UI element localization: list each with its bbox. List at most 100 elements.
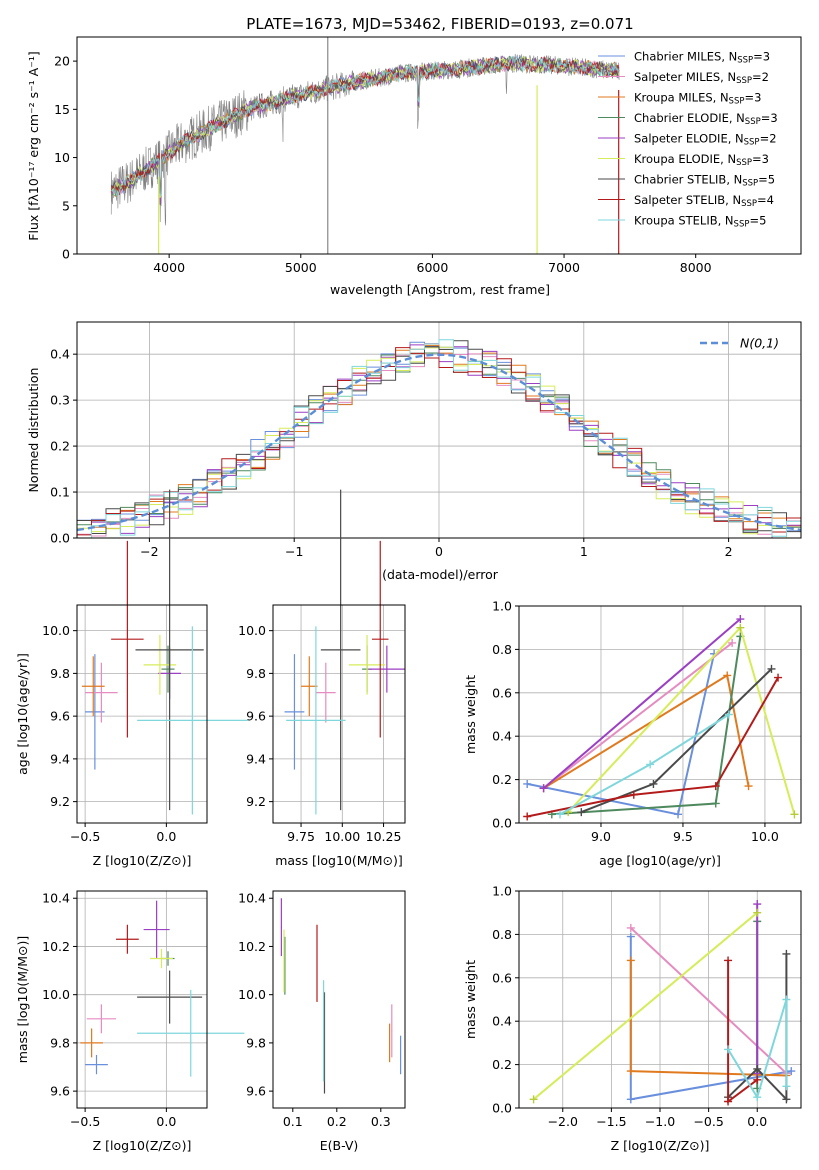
- y-tick-label: 0.2: [492, 772, 512, 787]
- x-tick-label: 9.5: [673, 829, 693, 844]
- mass_vs_Z-xlabel: Z [log10(Z/Z⊙)]: [93, 1138, 192, 1153]
- weight-series: [555, 710, 733, 819]
- weight-marker: [555, 810, 564, 819]
- weight-series: [724, 956, 762, 1106]
- weight-marker: [626, 1095, 635, 1104]
- x-tick-label: −0.5: [693, 1114, 723, 1129]
- age_vs_Z-ylabel: age [log10(age/yr)]: [15, 653, 30, 775]
- spectrum-ylabel: Flux [fλ10⁻¹⁷ erg cm⁻² s⁻¹ A⁻¹]: [26, 51, 41, 240]
- y-tick-label: 9.6: [50, 709, 70, 724]
- weight-marker: [646, 760, 655, 769]
- errorbar-point: [286, 626, 346, 815]
- weight-marker: [724, 1045, 733, 1054]
- y-tick-label: 9.6: [50, 1084, 70, 1099]
- age_vs_mass-frame: [272, 604, 406, 824]
- weight-marker: [753, 1064, 762, 1073]
- spectrum-plot: [110, 37, 620, 254]
- x-tick-label: 5000: [285, 260, 317, 275]
- y-tick-label: 0.2: [50, 439, 70, 454]
- legend-entry: Salpeter ELODIE, NSSP=2: [634, 132, 777, 148]
- weight-line: [630, 927, 788, 1075]
- weight-marker: [744, 782, 753, 791]
- figure-title: PLATE=1673, MJD=53462, FIBERID=0193, z=0…: [246, 15, 633, 33]
- errorbar-point: [86, 1004, 116, 1034]
- weight-marker: [724, 710, 733, 719]
- y-tick-label: 0: [62, 247, 70, 262]
- y-tick-label: 0.1: [50, 485, 70, 500]
- errorbar-point: [301, 656, 318, 717]
- errorbar-point: [116, 924, 139, 954]
- weight-marker: [649, 779, 658, 788]
- mass_vs_ebv-frame: [272, 890, 406, 1109]
- weight-series: [529, 908, 762, 1104]
- weight-line: [567, 625, 796, 815]
- y-tick-label: 10.0: [238, 623, 266, 638]
- mass_vs_Z-axes: −0.5 0.0 9.6 9.8 10.0 10.2 10.4: [42, 890, 245, 1129]
- weight-marker: [782, 1095, 791, 1104]
- errorbar-point: [85, 662, 118, 723]
- weight_vs_age-frame: [518, 605, 802, 824]
- errorbar-point: [81, 656, 105, 717]
- weight-marker: [782, 1082, 791, 1091]
- x-tick-label: 0.0: [747, 1114, 767, 1129]
- weight-line: [542, 618, 741, 790]
- age_vs_Z-axes: −0.5 0.0 9.2 9.4 9.6 9.8 10.0: [42, 489, 248, 844]
- errorbar-point: [280, 898, 282, 957]
- legend-entry: Chabrier ELODIE, NSSP=3: [634, 111, 778, 127]
- x-tick-label: −1.5: [596, 1114, 626, 1129]
- y-tick-label: 10.0: [238, 987, 266, 1002]
- y-tick-label: 9.2: [50, 794, 70, 809]
- x-tick-label: 0.0: [156, 1114, 176, 1129]
- weight_vs_age-axes: 9.0 9.5 10.0 0.0 0.2 0.4 0.6 0.8 1.0: [492, 599, 802, 844]
- y-tick-label: 9.8: [246, 1035, 266, 1050]
- errorbar-point: [391, 1004, 393, 1058]
- weight-marker: [626, 956, 635, 965]
- x-tick-label: 10.00: [324, 829, 360, 844]
- errorbar-point: [372, 540, 389, 738]
- y-tick-label: 0.0: [492, 1101, 512, 1116]
- weight-series: [724, 995, 791, 1102]
- errorbar-point: [161, 645, 175, 693]
- x-tick-label: 0.0: [156, 829, 176, 844]
- errorbar-point: [137, 989, 245, 1077]
- y-tick-label: 10.2: [42, 939, 70, 954]
- weight-series: [539, 671, 753, 793]
- weight-marker: [782, 995, 791, 1004]
- y-tick-label: 15: [54, 102, 70, 117]
- y-tick-label: 9.2: [246, 794, 266, 809]
- errorbar-point: [283, 929, 285, 993]
- x-tick-label: −1: [285, 544, 303, 559]
- weight-marker: [626, 932, 635, 941]
- errorbar-point: [137, 970, 203, 1024]
- legend-entry: Salpeter MILES, NSSP=2: [634, 70, 769, 86]
- y-tick-label: 9.6: [246, 709, 266, 724]
- y-tick-label: 0.4: [492, 1014, 512, 1029]
- weight-line: [542, 642, 733, 790]
- x-tick-label: 7000: [548, 260, 580, 275]
- y-tick-label: 10.0: [42, 987, 70, 1002]
- errorbar-point: [316, 924, 318, 1002]
- weight-marker: [724, 956, 733, 965]
- weight_vs_Z-ylabel: mass weight: [463, 960, 478, 1039]
- weight-line: [532, 911, 758, 1101]
- weight-marker: [523, 779, 532, 788]
- model-series-line: [110, 54, 620, 197]
- hist-xlabel: (data-model)/error: [382, 567, 499, 582]
- age_vs_mass-xlabel: mass [log10(M/M⊙)]: [275, 853, 403, 868]
- weight-marker: [736, 615, 745, 624]
- y-tick-label: 9.4: [50, 751, 70, 766]
- x-tick-label: 4000: [153, 260, 185, 275]
- errorbar-point: [284, 654, 305, 770]
- weight-marker: [724, 1097, 733, 1106]
- y-tick-label: 0.2: [492, 1057, 512, 1072]
- errorbar-point: [320, 489, 361, 811]
- x-tick-label: 8000: [680, 260, 712, 275]
- y-tick-label: 5: [62, 198, 70, 213]
- weight-series: [523, 673, 783, 821]
- weight-marker: [790, 810, 799, 819]
- weight-line: [727, 999, 788, 1100]
- y-tick-label: 0.6: [492, 970, 512, 985]
- errorbar-point: [368, 645, 405, 693]
- y-tick-label: 10.4: [42, 891, 70, 906]
